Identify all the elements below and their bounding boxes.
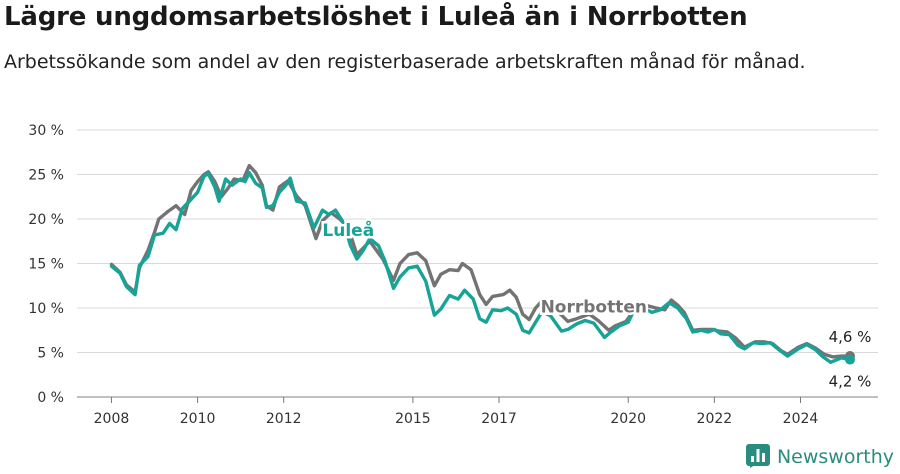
series-lines	[109, 163, 856, 365]
x-tick-label: 2010	[180, 411, 216, 427]
y-tick-label: 10 %	[28, 301, 64, 317]
y-tick-label: 30 %	[28, 123, 64, 139]
brand-logo: Newsworthy	[745, 444, 894, 470]
brand-name: Newsworthy	[776, 446, 894, 468]
y-tick-label: 25 %	[28, 168, 64, 184]
x-tick-label: 2017	[481, 411, 517, 427]
x-tick-label: 2020	[610, 411, 646, 427]
chart-subtitle: Arbetssökande som andel av den registerb…	[4, 51, 806, 73]
x-tick-label: 2022	[697, 411, 733, 427]
x-tick-label: 2008	[94, 411, 130, 427]
end-value-label-norrbotten: 4,6 %	[829, 328, 872, 346]
gridlines	[77, 129, 878, 398]
series-line-lulea	[109, 171, 852, 364]
y-axis-ticks: 0 % 5 % 10 % 15 % 20 % 25 % 30 %	[28, 123, 64, 406]
y-tick-label: 5 %	[37, 346, 64, 362]
end-value-label-lulea: 4,2 %	[829, 373, 872, 391]
y-tick-label: 20 %	[28, 212, 64, 228]
series-label-lulea: Luleå	[322, 219, 374, 241]
x-tick-label: 2024	[783, 411, 819, 427]
x-tick-label: 2015	[395, 411, 431, 427]
chart-title: Lägre ungdomsarbetslöshet i Luleå än i N…	[4, 2, 748, 32]
series-labels: Luleå Norrbotten 4,6 % 4,2 %	[320, 216, 874, 392]
end-point-lulea	[845, 354, 856, 365]
y-tick-label: 15 %	[28, 257, 64, 273]
x-axis-ticks: 2008 2010 2012 2015 2017 2020 2022 2024	[94, 397, 819, 427]
newsworthy-logo-icon	[745, 444, 770, 468]
y-tick-label: 0 %	[37, 390, 64, 406]
series-label-norrbotten: Norrbotten	[541, 297, 647, 317]
x-tick-label: 2012	[266, 411, 302, 427]
